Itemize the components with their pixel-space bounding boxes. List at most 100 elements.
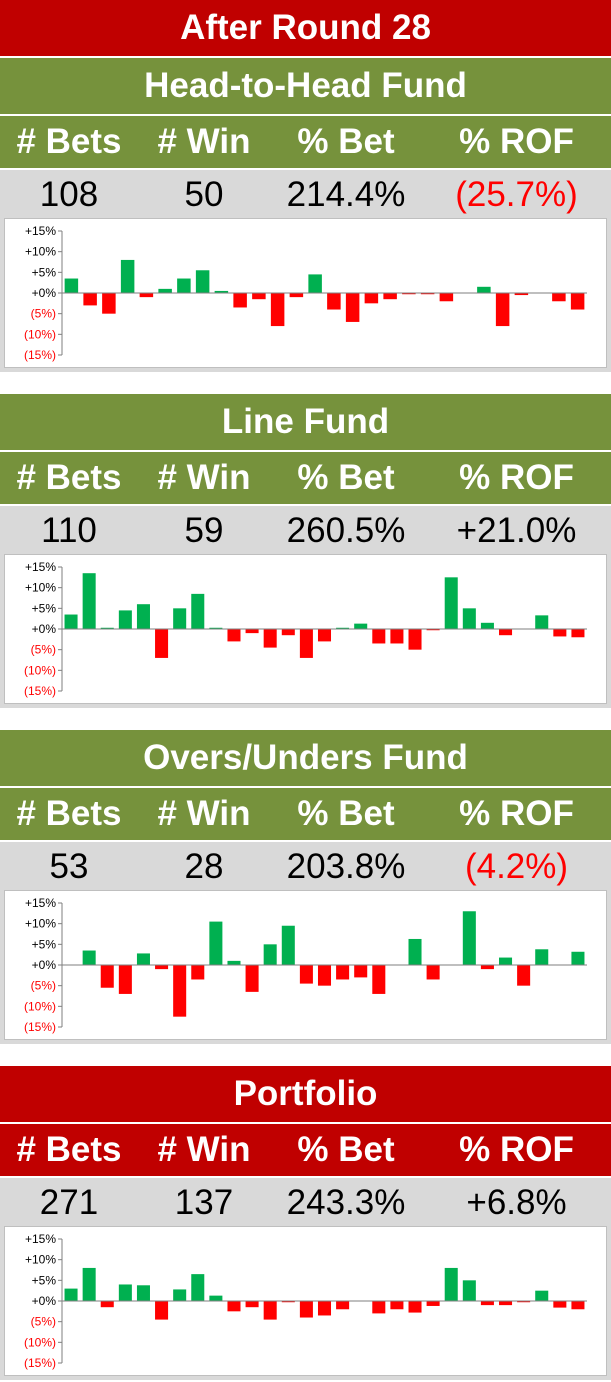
chart-bar [136, 604, 150, 629]
chart-bar [517, 965, 531, 986]
stats-header: # Bets # Win % Bet % ROF [0, 1124, 611, 1176]
y-tick-label: +0% [32, 622, 57, 636]
chart-bar [102, 293, 116, 314]
pct-rof-header: % ROF [459, 794, 574, 833]
fund-title-band: Head-to-Head Fund [0, 58, 611, 114]
chart-bar [233, 293, 247, 308]
pct-bet-header: % Bet [297, 458, 395, 497]
y-tick-label: (5%) [31, 643, 56, 657]
page-title: After Round 28 [180, 8, 431, 47]
chart-bar [263, 944, 277, 965]
chart-bar [158, 288, 172, 293]
fund-return-chart: +15% +10% +5% +0% (5%) (10%) (15%) [24, 896, 587, 1034]
y-tick-label: +0% [32, 958, 57, 972]
chart-bar [499, 629, 513, 636]
chart-bar [336, 627, 350, 629]
chart-bar [281, 629, 295, 636]
y-tick-label: +5% [32, 937, 57, 951]
chart-bar [270, 293, 285, 327]
y-tick-label: +15% [25, 896, 56, 910]
chart-bar [390, 1301, 404, 1310]
chart-bar [408, 938, 422, 965]
chart-bar [553, 629, 567, 637]
win-value: 50 [184, 175, 224, 214]
chart-bar [372, 629, 386, 644]
chart-bar [155, 629, 169, 658]
chart-bar [420, 293, 435, 295]
chart-bar [364, 293, 379, 304]
fund-chart-panel: +15% +10% +5% +0% (5%) (10%) (15%) [0, 218, 611, 372]
chart-bar [517, 1301, 531, 1303]
chart-bar [444, 577, 458, 629]
fund-chart-panel: +15% +10% +5% +0% (5%) (10%) (15%) [0, 1226, 611, 1380]
pct-rof-value: +6.8% [466, 1183, 567, 1222]
bets-header: # Bets [16, 458, 122, 497]
stats-values: 53 28 203.8% (4.2%) [0, 842, 611, 892]
chart-bar [571, 951, 585, 965]
pct-bet-header: % Bet [297, 1130, 395, 1169]
chart-bar [354, 623, 368, 629]
win-value: 137 [174, 1183, 234, 1222]
bets-header: # Bets [16, 1130, 122, 1169]
y-tick-label: (5%) [31, 307, 56, 321]
chart-bar [299, 629, 313, 658]
chart-bar [191, 1274, 205, 1301]
chart-bar [308, 274, 322, 293]
chart-bar [100, 965, 114, 988]
y-tick-label: +10% [25, 581, 56, 595]
pct-rof-header: % ROF [459, 122, 574, 161]
fund-title-band: Line Fund [0, 394, 611, 450]
fund-title: Head-to-Head Fund [144, 66, 467, 105]
win-header: # Win [157, 458, 251, 497]
chart-bar [136, 1285, 150, 1301]
pct-bet-value: 214.4% [286, 175, 406, 214]
fund-return-chart: +15% +10% +5% +0% (5%) (10%) (15%) [24, 560, 587, 698]
chart-bar [263, 1301, 277, 1320]
chart-bar [535, 1290, 549, 1301]
fund-title-band: Portfolio [0, 1066, 611, 1122]
y-tick-label: +5% [32, 265, 57, 279]
chart-bar [64, 278, 79, 293]
chart-bar [499, 1301, 513, 1306]
chart-bar [514, 293, 529, 296]
chart-bar [327, 293, 341, 310]
chart-bar [227, 629, 241, 642]
pct-rof-header: % ROF [459, 1130, 574, 1169]
chart-bar [480, 965, 494, 970]
chart-bar [227, 960, 241, 965]
chart-bar [118, 965, 132, 994]
chart-bar [289, 293, 304, 298]
chart-bar [390, 629, 404, 644]
y-tick-label: +0% [32, 286, 57, 300]
chart-bar [426, 965, 440, 980]
fund-title: Portfolio [233, 1074, 378, 1113]
stats-values: 271 137 243.3% +6.8% [0, 1178, 611, 1228]
chart-bar [439, 293, 454, 302]
pct-rof-header: % ROF [459, 458, 574, 497]
chart-bar [173, 608, 187, 629]
chart-bar [136, 953, 150, 965]
chart-bar [139, 293, 154, 298]
fund-title-band: Overs/Unders Fund [0, 730, 611, 786]
y-tick-label: +10% [25, 917, 56, 931]
chart-bar [336, 1301, 350, 1310]
page-title-band: After Round 28 [0, 0, 611, 56]
chart-bar [426, 1301, 440, 1306]
win-header: # Win [157, 122, 251, 161]
chart-bar [317, 629, 332, 642]
chart-bar [83, 293, 97, 306]
chart-bar [477, 286, 491, 293]
chart-bar [195, 270, 210, 293]
chart-bar [82, 1267, 96, 1301]
chart-bar [480, 622, 494, 629]
chart-bar [462, 911, 476, 965]
chart-bar [214, 290, 229, 293]
chart-bar [227, 1301, 241, 1312]
y-tick-label: (15%) [24, 1356, 56, 1370]
y-tick-label: (15%) [24, 1020, 56, 1034]
y-tick-label: (10%) [24, 999, 56, 1013]
chart-bar [372, 1301, 386, 1314]
chart-bar [345, 293, 360, 322]
chart-bar [535, 615, 549, 629]
chart-bar [354, 965, 368, 978]
